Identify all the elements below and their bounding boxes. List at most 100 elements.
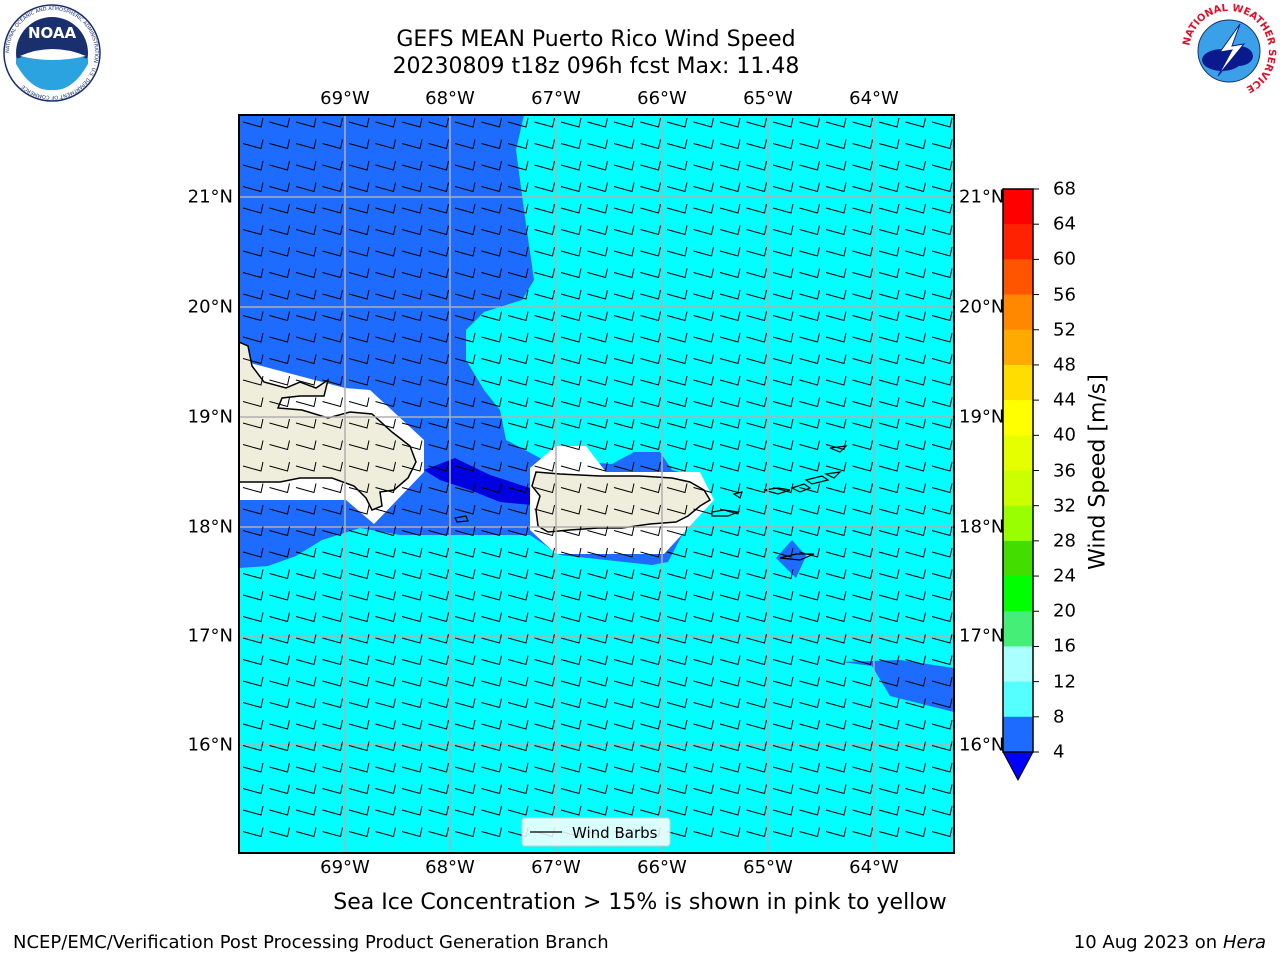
wind-barb bbox=[666, 547, 688, 558]
wind-barb bbox=[640, 655, 661, 666]
footer-date: 10 Aug 2023 on Hera bbox=[1073, 932, 1266, 953]
wind-barb bbox=[693, 590, 714, 601]
wind-barb bbox=[242, 354, 264, 365]
wind-barb bbox=[825, 483, 847, 494]
wind-barb bbox=[799, 483, 820, 494]
wind-barb bbox=[931, 547, 953, 558]
wind-barb bbox=[269, 655, 290, 666]
wind-barb bbox=[905, 633, 926, 644]
wind-barb bbox=[931, 805, 953, 816]
wind-barb bbox=[269, 461, 290, 472]
wind-barb bbox=[481, 289, 502, 300]
wind-barb bbox=[746, 784, 767, 795]
wind-barb bbox=[322, 504, 343, 515]
wind-barb bbox=[719, 354, 741, 365]
wind-barb bbox=[560, 569, 582, 580]
wind-barb bbox=[375, 698, 396, 709]
wind-barb bbox=[322, 741, 343, 752]
wind-barb bbox=[534, 784, 555, 795]
wind-barb bbox=[428, 719, 449, 730]
wind-barb bbox=[613, 117, 635, 128]
wind-barb bbox=[560, 483, 582, 494]
wind-barb bbox=[322, 289, 343, 300]
wind-barb bbox=[428, 827, 449, 838]
wind-barb bbox=[640, 440, 661, 451]
wind-barb bbox=[719, 590, 741, 601]
wind-barb bbox=[560, 698, 582, 709]
wind-barb bbox=[534, 440, 555, 451]
wind-barb bbox=[878, 440, 900, 451]
wind-barb bbox=[322, 139, 343, 150]
wind-barb bbox=[401, 547, 423, 558]
wind-barb bbox=[613, 160, 635, 171]
longitude-label-bottom: 66°W bbox=[637, 857, 687, 878]
wind-barb bbox=[666, 698, 688, 709]
wind-barb bbox=[746, 418, 767, 429]
wind-barb bbox=[481, 547, 502, 558]
wind-barb bbox=[428, 741, 449, 752]
wind-barb bbox=[693, 547, 714, 558]
wind-barb bbox=[507, 483, 529, 494]
wind-barb bbox=[878, 526, 900, 537]
wind-barb bbox=[931, 354, 953, 365]
wind-barb bbox=[878, 547, 900, 558]
wind-barb bbox=[481, 805, 502, 816]
wind-barb bbox=[640, 633, 661, 644]
wind-barb bbox=[322, 805, 343, 816]
latitude-label-left: 20°N bbox=[187, 296, 233, 318]
wind-barb bbox=[666, 461, 688, 472]
map-title: GEFS MEAN Puerto Rico Wind Speed bbox=[396, 27, 796, 52]
wind-barb bbox=[772, 590, 794, 601]
wind-barb bbox=[348, 289, 370, 300]
wind-barb bbox=[322, 547, 343, 558]
wind-barb bbox=[269, 590, 290, 601]
wind-barb bbox=[428, 784, 449, 795]
wind-barb bbox=[772, 676, 794, 687]
wind-barb bbox=[534, 698, 555, 709]
wind-barb bbox=[666, 633, 688, 644]
wind-barb bbox=[931, 827, 953, 838]
wind-barb bbox=[375, 246, 396, 257]
wind-barb bbox=[931, 375, 953, 386]
longitude-label-bottom: 68°W bbox=[425, 857, 475, 878]
wind-barb bbox=[666, 160, 688, 171]
wind-barb bbox=[242, 268, 264, 279]
wind-barb bbox=[825, 246, 847, 257]
wind-barb bbox=[905, 397, 926, 408]
wind-barb bbox=[719, 676, 741, 687]
wind-barb bbox=[613, 246, 635, 257]
wind-field-below-4 bbox=[424, 458, 532, 505]
wind-barb bbox=[852, 160, 873, 171]
wind-barb bbox=[454, 655, 476, 666]
wind-barb bbox=[825, 182, 847, 193]
wind-barb bbox=[401, 676, 423, 687]
wind-barb bbox=[454, 741, 476, 752]
wind-barb bbox=[587, 160, 608, 171]
wind-barb bbox=[905, 805, 926, 816]
wind-barb bbox=[322, 354, 343, 365]
wind-barb bbox=[375, 354, 396, 365]
wind-barb bbox=[587, 483, 608, 494]
wind-barb bbox=[587, 504, 608, 515]
wind-barb bbox=[269, 526, 290, 537]
wind-barb bbox=[931, 332, 953, 343]
wind-barb bbox=[905, 117, 926, 128]
wind-barb bbox=[295, 311, 317, 322]
wind-barb bbox=[666, 354, 688, 365]
wind-barb bbox=[666, 784, 688, 795]
wind-barb bbox=[746, 203, 767, 214]
wind-barb bbox=[375, 612, 396, 623]
wind-barb bbox=[878, 784, 900, 795]
wind-barb bbox=[878, 827, 900, 838]
wind-barb bbox=[269, 160, 290, 171]
wind-barb bbox=[878, 719, 900, 730]
wind-barb bbox=[931, 676, 953, 687]
wind-barb bbox=[693, 719, 714, 730]
svg-text:NOAA: NOAA bbox=[28, 24, 77, 42]
wind-barb bbox=[852, 397, 873, 408]
wind-barb bbox=[507, 139, 529, 150]
wind-barb bbox=[454, 311, 476, 322]
wind-barb bbox=[587, 225, 608, 236]
wind-barb bbox=[560, 418, 582, 429]
wind-barb bbox=[295, 375, 317, 386]
